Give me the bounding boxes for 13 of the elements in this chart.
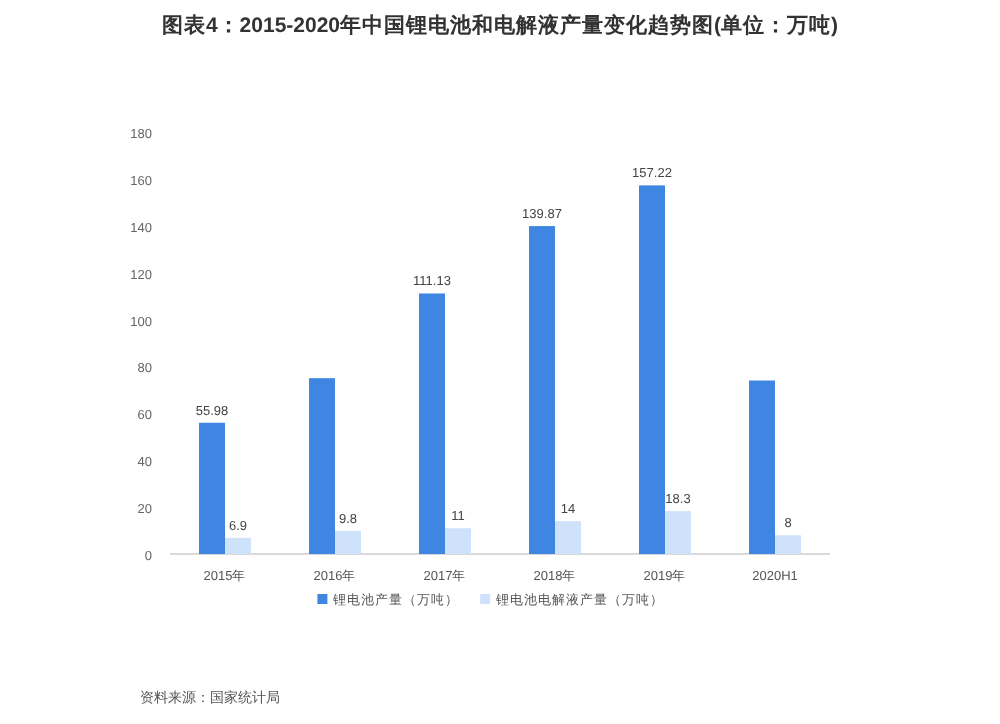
chart-title: 图表4：2015-2020年中国锂电池和电解液产量变化趋势图(单位：万吨) — [161, 12, 839, 38]
bar — [529, 226, 555, 554]
bar — [639, 185, 665, 554]
bar — [335, 531, 361, 554]
bar — [225, 537, 251, 554]
bar — [665, 511, 691, 554]
bar — [199, 422, 225, 554]
bar — [309, 378, 335, 554]
bar — [445, 528, 471, 554]
bar — [555, 521, 581, 554]
bar — [775, 535, 801, 554]
bar — [749, 380, 775, 554]
bar — [419, 293, 445, 554]
